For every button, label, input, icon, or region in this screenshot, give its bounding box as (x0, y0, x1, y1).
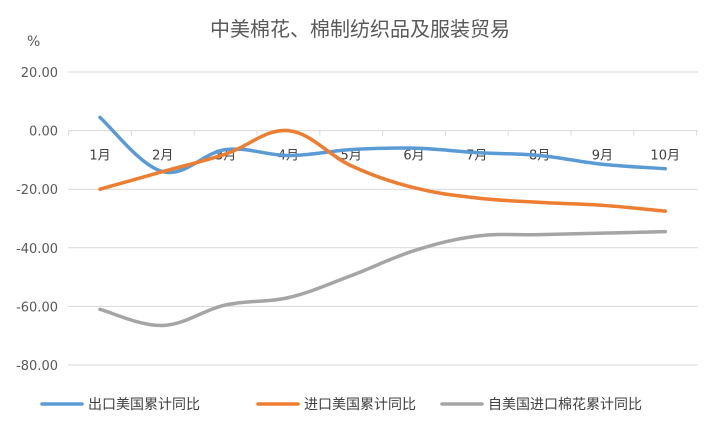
y-tick-label: 0.00 (29, 125, 58, 140)
legend-label: 进口美国累计同比 (304, 397, 416, 413)
data-point (286, 296, 290, 300)
x-tick-label: 10月 (650, 149, 680, 164)
data-point (538, 153, 542, 158)
data-point (663, 230, 667, 234)
y-tick-label: 20.00 (21, 66, 58, 81)
unit-label: % (27, 34, 40, 50)
data-point (98, 307, 102, 311)
x-tick-label: 9月 (592, 149, 613, 164)
data-point (538, 200, 542, 204)
data-point (161, 323, 165, 328)
x-tick-label: 2月 (152, 149, 173, 164)
data-point (412, 186, 416, 190)
data-point (349, 164, 353, 168)
data-point (475, 234, 479, 238)
x-tick-label: 5月 (341, 149, 362, 164)
data-point (224, 152, 228, 156)
data-point (412, 146, 416, 150)
data-point (349, 274, 353, 278)
y-tick-label: -80.00 (16, 359, 58, 374)
series-line-2 (98, 128, 667, 213)
data-point (663, 167, 667, 171)
x-tick-label: 1月 (89, 149, 110, 164)
series-lines (98, 115, 667, 328)
legend: 出口美国累计同比 进口美国累计同比 自美国进口棉花累计同比 (40, 396, 642, 413)
y-axis-ticks: 20.00 0.00 -20.00 -40.00 -60.00 -80.00 (16, 66, 58, 374)
series-line-3 (98, 229, 667, 328)
chart-title: 中美棉花、棉制纺织品及服装贸易 (210, 17, 510, 41)
data-point (224, 148, 228, 152)
data-point (98, 187, 102, 191)
data-point (286, 129, 290, 133)
data-point (98, 115, 102, 120)
gridlines (68, 71, 698, 366)
data-point (349, 148, 353, 152)
legend-label: 出口美国累计同比 (88, 397, 200, 413)
data-point (475, 150, 479, 155)
data-point (600, 162, 605, 166)
y-tick-label: -60.00 (16, 300, 58, 315)
y-tick-label: -40.00 (16, 242, 58, 257)
x-tick-label: 6月 (403, 149, 424, 164)
data-point (600, 231, 605, 235)
legend-label: 自美国进口棉花累计同比 (488, 396, 642, 413)
data-point (286, 153, 290, 158)
data-point (600, 203, 605, 207)
data-point (224, 303, 228, 307)
data-point (161, 170, 165, 174)
data-point (412, 249, 416, 253)
data-point (663, 209, 667, 213)
data-point (538, 233, 542, 237)
data-point (475, 196, 479, 200)
y-tick-label: -20.00 (16, 183, 58, 198)
series-line-1 (98, 115, 667, 175)
